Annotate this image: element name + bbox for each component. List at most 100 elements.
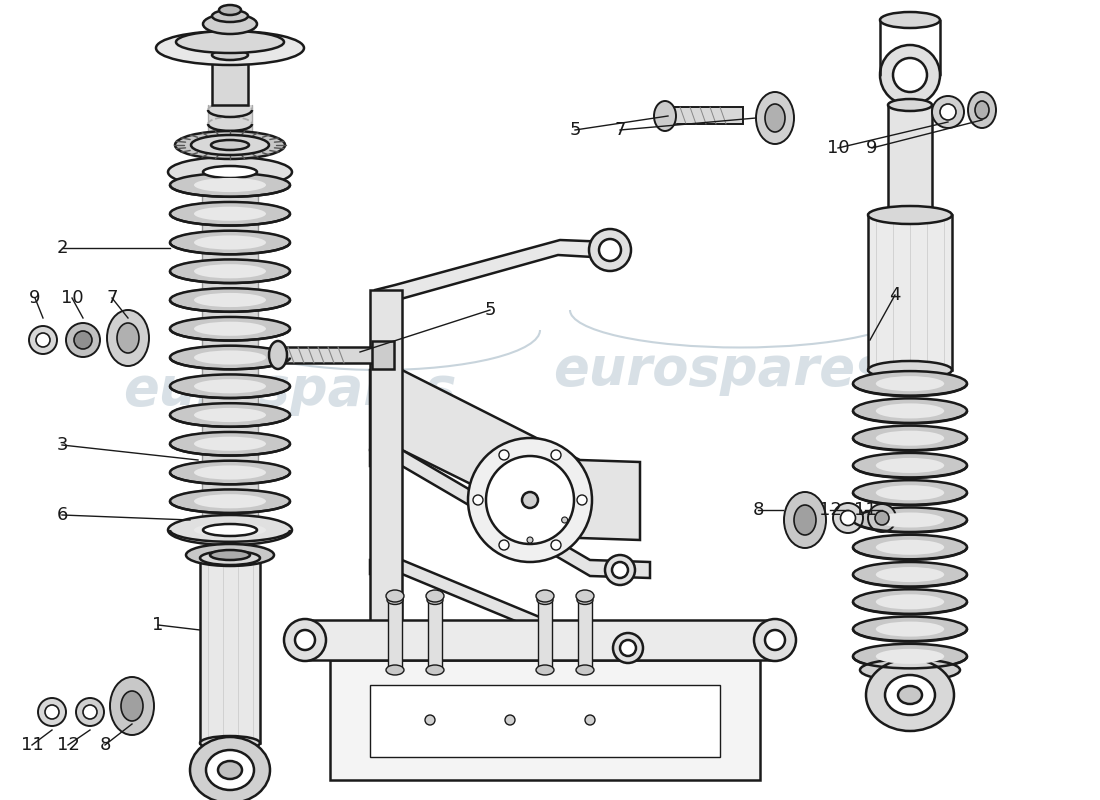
Text: eurospares: eurospares xyxy=(553,344,887,396)
Ellipse shape xyxy=(852,644,967,669)
Ellipse shape xyxy=(200,551,260,565)
Ellipse shape xyxy=(194,235,266,250)
Ellipse shape xyxy=(427,595,443,605)
Ellipse shape xyxy=(868,504,896,532)
Ellipse shape xyxy=(868,206,952,224)
Ellipse shape xyxy=(170,259,290,283)
Ellipse shape xyxy=(210,550,250,560)
Bar xyxy=(305,620,776,660)
Ellipse shape xyxy=(975,101,989,119)
Ellipse shape xyxy=(194,408,266,422)
Ellipse shape xyxy=(877,624,943,634)
Ellipse shape xyxy=(186,544,274,566)
Ellipse shape xyxy=(877,460,943,471)
Ellipse shape xyxy=(877,569,943,580)
Bar xyxy=(868,215,952,370)
Ellipse shape xyxy=(219,5,241,15)
Ellipse shape xyxy=(764,104,785,132)
Ellipse shape xyxy=(852,426,967,450)
Ellipse shape xyxy=(522,492,538,508)
Ellipse shape xyxy=(866,659,954,731)
Ellipse shape xyxy=(893,58,927,92)
Ellipse shape xyxy=(473,495,483,505)
Text: 11: 11 xyxy=(21,736,43,754)
Ellipse shape xyxy=(170,461,290,484)
Ellipse shape xyxy=(204,14,257,34)
Ellipse shape xyxy=(876,485,944,500)
Ellipse shape xyxy=(204,166,257,178)
Bar xyxy=(370,290,402,630)
Text: 8: 8 xyxy=(99,736,111,754)
Ellipse shape xyxy=(121,691,143,721)
Ellipse shape xyxy=(204,524,257,536)
Text: 12: 12 xyxy=(818,501,842,519)
Ellipse shape xyxy=(117,323,139,353)
Ellipse shape xyxy=(877,433,943,444)
Ellipse shape xyxy=(585,715,595,725)
Ellipse shape xyxy=(107,310,148,366)
Polygon shape xyxy=(370,560,654,656)
Bar xyxy=(372,341,394,369)
Ellipse shape xyxy=(176,31,284,53)
Ellipse shape xyxy=(876,622,944,637)
Ellipse shape xyxy=(76,698,104,726)
Ellipse shape xyxy=(36,333,50,347)
Ellipse shape xyxy=(876,594,944,610)
Ellipse shape xyxy=(876,513,944,527)
Ellipse shape xyxy=(218,761,242,779)
Ellipse shape xyxy=(468,438,592,562)
Ellipse shape xyxy=(74,331,92,349)
Ellipse shape xyxy=(840,510,856,526)
Bar xyxy=(388,600,401,670)
Ellipse shape xyxy=(764,630,785,650)
Ellipse shape xyxy=(194,322,266,336)
Ellipse shape xyxy=(191,135,270,155)
Ellipse shape xyxy=(588,229,631,271)
Ellipse shape xyxy=(170,346,290,370)
Ellipse shape xyxy=(852,590,967,614)
Ellipse shape xyxy=(852,617,967,642)
Bar xyxy=(578,600,592,670)
Ellipse shape xyxy=(852,507,967,533)
Ellipse shape xyxy=(876,458,944,473)
Ellipse shape xyxy=(562,517,568,523)
Ellipse shape xyxy=(39,698,66,726)
Text: 10: 10 xyxy=(827,139,849,157)
Ellipse shape xyxy=(212,10,248,22)
Ellipse shape xyxy=(968,92,996,128)
Polygon shape xyxy=(370,370,640,540)
Ellipse shape xyxy=(168,157,292,187)
Ellipse shape xyxy=(784,492,826,548)
Bar xyxy=(370,685,720,757)
Ellipse shape xyxy=(932,96,964,128)
Ellipse shape xyxy=(194,466,266,479)
Ellipse shape xyxy=(194,379,266,394)
Ellipse shape xyxy=(612,562,628,578)
Ellipse shape xyxy=(387,595,403,605)
Text: 4: 4 xyxy=(889,286,901,304)
Ellipse shape xyxy=(536,590,554,602)
Ellipse shape xyxy=(877,514,943,526)
Ellipse shape xyxy=(170,230,290,254)
Text: 3: 3 xyxy=(56,436,68,454)
Bar xyxy=(330,660,760,780)
Ellipse shape xyxy=(551,540,561,550)
Ellipse shape xyxy=(386,590,404,602)
Ellipse shape xyxy=(211,140,249,150)
Text: 9: 9 xyxy=(30,289,41,307)
Bar xyxy=(668,107,742,124)
Text: 5: 5 xyxy=(484,301,496,319)
Ellipse shape xyxy=(880,45,940,105)
Ellipse shape xyxy=(170,288,290,312)
Ellipse shape xyxy=(170,403,290,426)
Ellipse shape xyxy=(499,540,509,550)
Ellipse shape xyxy=(833,503,864,533)
Ellipse shape xyxy=(499,450,509,460)
Bar xyxy=(202,185,258,530)
Ellipse shape xyxy=(877,542,943,553)
Ellipse shape xyxy=(852,453,967,478)
Ellipse shape xyxy=(170,202,290,226)
Ellipse shape xyxy=(194,264,266,278)
Text: 12: 12 xyxy=(56,736,79,754)
Ellipse shape xyxy=(578,495,587,505)
